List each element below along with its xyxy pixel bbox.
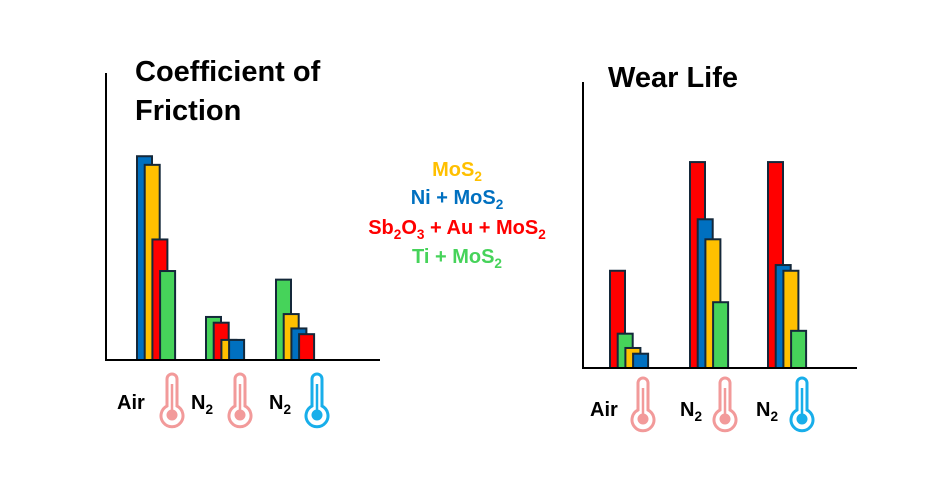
x-tick-label: N2 [269, 392, 291, 417]
x-tick-label: N2 [191, 392, 213, 417]
bar [790, 329, 808, 370]
text-part: Ni + MoS [411, 187, 496, 209]
text-part: Ti + MoS [412, 246, 494, 268]
text-part: + Au + MoS [424, 217, 538, 239]
text-part: N [191, 392, 205, 414]
chart-coefficient-of-friction: Coefficient of Friction [105, 56, 380, 362]
bar [712, 301, 730, 369]
chart-title: Wear Life [608, 62, 738, 94]
thermometer-hot-icon [159, 372, 185, 429]
legend-entry: Ti + MoS2 [412, 246, 502, 271]
subscript: 2 [538, 227, 546, 242]
x-tick-label: N2 [756, 399, 778, 424]
bar [228, 338, 246, 362]
legend-entry: Sb2O3 + Au + MoS2 [368, 217, 546, 242]
thermometer-hot-icon [630, 376, 656, 433]
bar [159, 270, 177, 361]
thermometer-cold-icon [304, 372, 330, 429]
subscript: 2 [496, 197, 504, 212]
text-part: Air [117, 392, 145, 414]
text-part: O [401, 217, 417, 239]
text-part: N [269, 392, 283, 414]
x-tick-label: Air [590, 399, 618, 421]
subscript: 3 [417, 227, 425, 242]
chart-title: Friction [135, 95, 241, 127]
text-part: N [756, 399, 770, 421]
subscript: 2 [494, 256, 502, 271]
bar [632, 352, 650, 370]
text-part: MoS [432, 159, 474, 181]
thermometer-hot-icon [712, 376, 738, 433]
subscript: 2 [474, 169, 482, 184]
x-tick-label: N2 [680, 399, 702, 424]
subscript: 2 [394, 227, 402, 242]
thermometer-cold-icon [789, 376, 815, 433]
text-part: Sb [368, 217, 394, 239]
text-part: Air [590, 399, 618, 421]
subscript: 2 [770, 409, 778, 424]
legend-entry: MoS2 [432, 159, 482, 184]
legend-entry: Ni + MoS2 [411, 187, 504, 212]
chart-title: Coefficient of [135, 56, 321, 88]
chart-wear-life: Wear Life [582, 62, 857, 370]
bar [298, 333, 316, 362]
x-tick-label: Air [117, 392, 145, 414]
subscript: 2 [694, 409, 702, 424]
subscript: 2 [205, 402, 213, 417]
subscript: 2 [283, 402, 291, 417]
thermometer-hot-icon [227, 372, 253, 429]
text-part: N [680, 399, 694, 421]
